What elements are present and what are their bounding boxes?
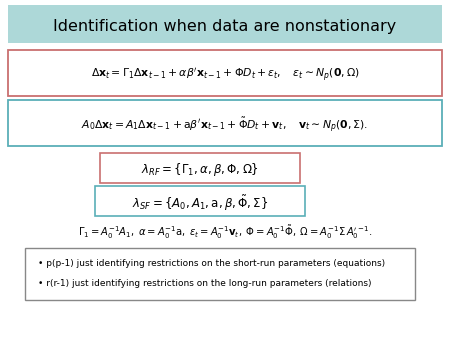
Text: $\lambda_{SF} = \{A_0, A_1, \mathrm{a}, \beta, \tilde{\Phi}, \Sigma\}$: $\lambda_{SF} = \{A_0, A_1, \mathrm{a}, …	[132, 193, 268, 213]
Text: $\Gamma_1 = A_0^{-1}A_1, \; \alpha = A_0^{-1}\mathrm{a}, \; \varepsilon_t = A_0^: $\Gamma_1 = A_0^{-1}A_1, \; \alpha = A_0…	[78, 223, 372, 241]
Bar	[25, 248, 415, 300]
Text: $\Delta\mathbf{x}_t = \Gamma_1\Delta\mathbf{x}_{t-1} + \alpha\beta'\mathbf{x}_{t: $\Delta\mathbf{x}_t = \Gamma_1\Delta\mat…	[90, 66, 360, 84]
Text: $A_0\Delta\mathbf{x}_t = A_1\Delta\mathbf{x}_{t-1} + \mathrm{a}\beta'\mathbf{x}_: $A_0\Delta\mathbf{x}_t = A_1\Delta\mathb…	[81, 115, 369, 135]
Bar	[8, 50, 442, 96]
Text: Identification when data are nonstationary: Identification when data are nonstationa…	[54, 20, 396, 34]
Bar	[8, 5, 442, 43]
Bar	[100, 153, 300, 183]
Text: • r(r-1) just identifying restrictions on the long-run parameters (relations): • r(r-1) just identifying restrictions o…	[38, 279, 372, 288]
Bar	[8, 100, 442, 146]
Text: • p(p-1) just identifying restrictions on the short-run parameters (equations): • p(p-1) just identifying restrictions o…	[38, 260, 385, 268]
Bar	[95, 186, 305, 216]
Text: $\lambda_{RF} = \{\Gamma_1, \alpha, \beta, \Phi, \Omega\}$: $\lambda_{RF} = \{\Gamma_1, \alpha, \bet…	[141, 162, 259, 178]
